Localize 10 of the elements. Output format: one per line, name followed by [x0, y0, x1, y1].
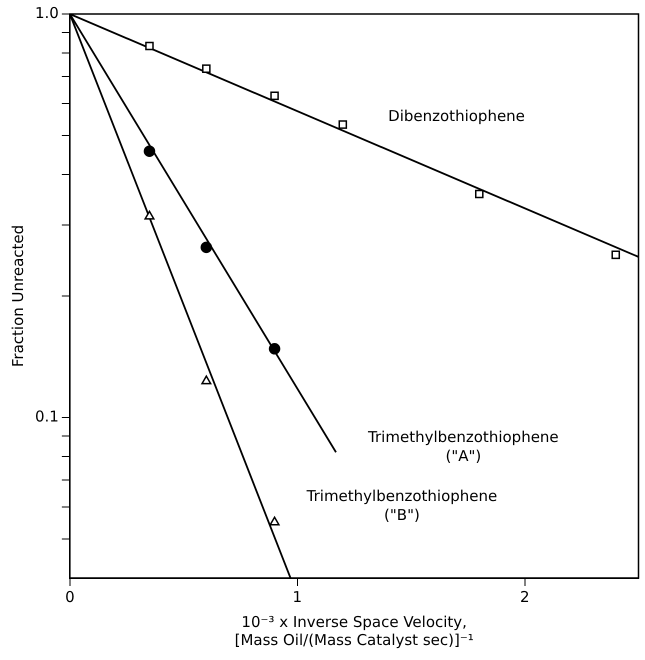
y-tick-label: 0.1 — [34, 407, 59, 426]
annotation: Dibenzothiophene — [388, 107, 525, 126]
x-tick-label: 1 — [292, 588, 302, 606]
x-axis-title: 10⁻³ x Inverse Space Velocity, [Mass Oil/(Mass Catalyst sec)]⁻¹ — [234, 612, 474, 649]
x-tick-label: 2 — [520, 588, 530, 606]
x-tick-label: 0 — [65, 588, 75, 606]
annotation: Trimethylbenzothiophene ("A") — [367, 428, 559, 466]
annotation: Trimethylbenzothiophene ("B") — [306, 487, 498, 524]
y-axis-title: Fraction Unreacted — [8, 224, 27, 368]
y-tick-label: 1.0 — [34, 4, 59, 22]
